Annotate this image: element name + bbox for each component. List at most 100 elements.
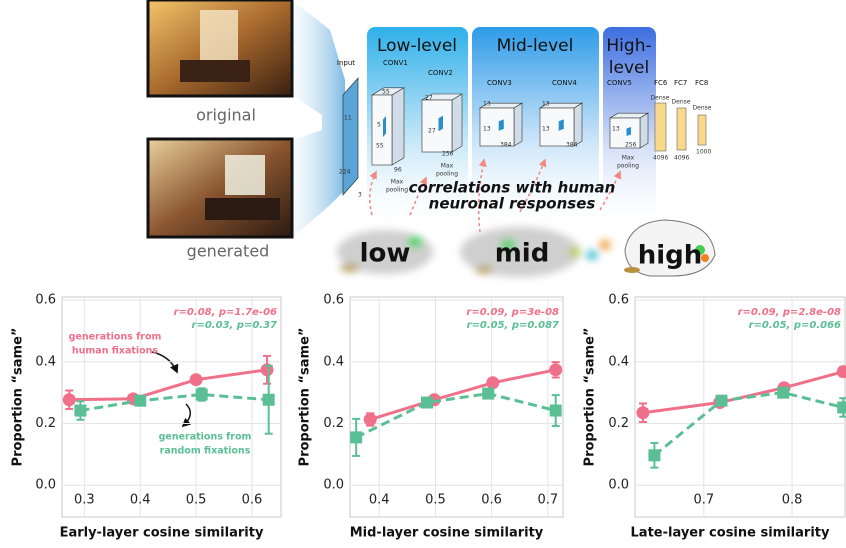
brain-spot [695, 245, 705, 255]
kernel [438, 115, 443, 132]
marker [486, 376, 500, 390]
y-tick-label: 0.6 [608, 293, 629, 308]
pooling-label: Max [391, 179, 404, 186]
x-tick-label: 0.5 [425, 493, 446, 508]
x-tick-label: 0.4 [369, 493, 390, 508]
marker [636, 406, 650, 420]
correlation-text: correlations with human [409, 179, 616, 197]
dim-label: 27 [428, 128, 436, 135]
pooling-label: Max [441, 163, 454, 170]
plot-frame [61, 296, 282, 518]
stat-label: r=0.08, p=1.7e-06 [174, 307, 277, 318]
y-tick-label: 0.6 [35, 293, 56, 308]
note-arrow [181, 403, 192, 428]
marker [648, 449, 661, 462]
layer-label: CONV4 [552, 79, 577, 87]
dim-label: 13 [483, 126, 491, 133]
x-axis-label: Late-layer cosine similarity [631, 526, 830, 541]
dim-label: 384 [566, 142, 578, 149]
x-axis-label: Mid-layer cosine similarity [350, 526, 544, 541]
dim-label: 256 [625, 142, 637, 149]
dense-label: Dense [693, 105, 712, 112]
dense-label: Dense [672, 99, 691, 106]
stage-box [367, 27, 468, 223]
brain-spot [624, 267, 640, 273]
stat-label: r=0.09, p=2.8e-08 [738, 307, 841, 318]
y-tick-label: 0.4 [35, 354, 56, 369]
marker [74, 404, 87, 417]
x-tick-label: 0.7 [537, 493, 558, 508]
x-tick-label: 0.6 [242, 493, 263, 508]
brain-label: low [360, 239, 411, 269]
cube-face [391, 87, 405, 166]
brain-spot [701, 254, 709, 262]
chart: 0.0 0.2 0.4 0.6 0.3 0.4 0.5 0.6 Early-layer cosi… [11, 293, 282, 541]
dim-label: 55 [382, 89, 390, 96]
y-tick-label: 0.0 [608, 478, 629, 493]
cube-face [451, 93, 463, 153]
layer-cubes [370, 87, 650, 166]
brains [337, 227, 611, 277]
note-arrow [151, 351, 179, 374]
note-label: human fixations [72, 346, 159, 357]
note-label: generations from [69, 332, 162, 343]
dim-label: 224 [339, 169, 351, 176]
cube-face [479, 107, 515, 147]
photo-label: original [196, 106, 256, 125]
dim-label: 3 [358, 192, 362, 199]
cube-face [639, 112, 649, 149]
dim-label: 256 [442, 151, 454, 158]
marker [350, 431, 363, 444]
dim-label: 384 [500, 142, 512, 149]
kernel [383, 116, 386, 137]
fc-bar [654, 102, 667, 152]
y-axis-label: Proportion “same” [11, 328, 26, 467]
dense-label: Dense [651, 95, 670, 102]
dim-label: 5 [377, 122, 381, 129]
dim-label: 1000 [696, 149, 711, 156]
x-tick-label: 0.6 [481, 493, 502, 508]
cube-face [513, 102, 523, 147]
stage-box [472, 27, 599, 223]
dim-label: 11 [344, 115, 352, 122]
y-axis-label: Proportion “same” [298, 328, 313, 467]
layer-label: CONV1 [383, 59, 408, 67]
stat-label: r=0.03, p=0.37 [192, 320, 278, 331]
cube-face [573, 102, 583, 147]
marker [189, 373, 203, 387]
dim-label: 13 [612, 126, 620, 133]
series-line [653, 391, 844, 457]
series-line [642, 370, 844, 415]
stage-title: Low-level [377, 36, 457, 56]
marker [837, 401, 846, 414]
y-tick-label: 0.0 [323, 478, 344, 493]
brain-label: high [638, 241, 703, 271]
marker [195, 388, 208, 401]
y-axis-label: Proportion “same” [583, 328, 598, 467]
y-tick-label: 0.2 [35, 416, 56, 431]
correlation-text: neuronal responses [429, 195, 596, 213]
note-label: random fixations [160, 446, 251, 457]
series-line [355, 392, 557, 439]
correlation-arrow [409, 176, 427, 216]
layer-label: FC6 [654, 79, 668, 87]
note-label: generations from [159, 432, 252, 443]
stage-title: Mid-level [497, 36, 574, 56]
series-line [369, 368, 556, 421]
plot-frame [349, 296, 564, 518]
stat-label: r=0.05, p=0.066 [749, 320, 841, 331]
marker [262, 393, 275, 406]
layer-label: FC8 [695, 79, 708, 87]
dim-label: 96 [394, 167, 402, 174]
dim-label: 13 [483, 101, 491, 108]
series-line [69, 368, 268, 402]
dim-label: 27 [425, 95, 433, 102]
y-tick-label: 0.4 [323, 354, 344, 369]
layer-label: FC7 [674, 79, 687, 87]
x-tick-label: 0.4 [130, 493, 151, 508]
cube-face [371, 94, 393, 166]
chart: 0.0 0.2 0.4 0.6 0.4 0.5 0.6 0.7 Mid-layer cosine… [298, 293, 564, 541]
window [200, 10, 238, 60]
x-tick-label: 0.8 [782, 493, 803, 508]
